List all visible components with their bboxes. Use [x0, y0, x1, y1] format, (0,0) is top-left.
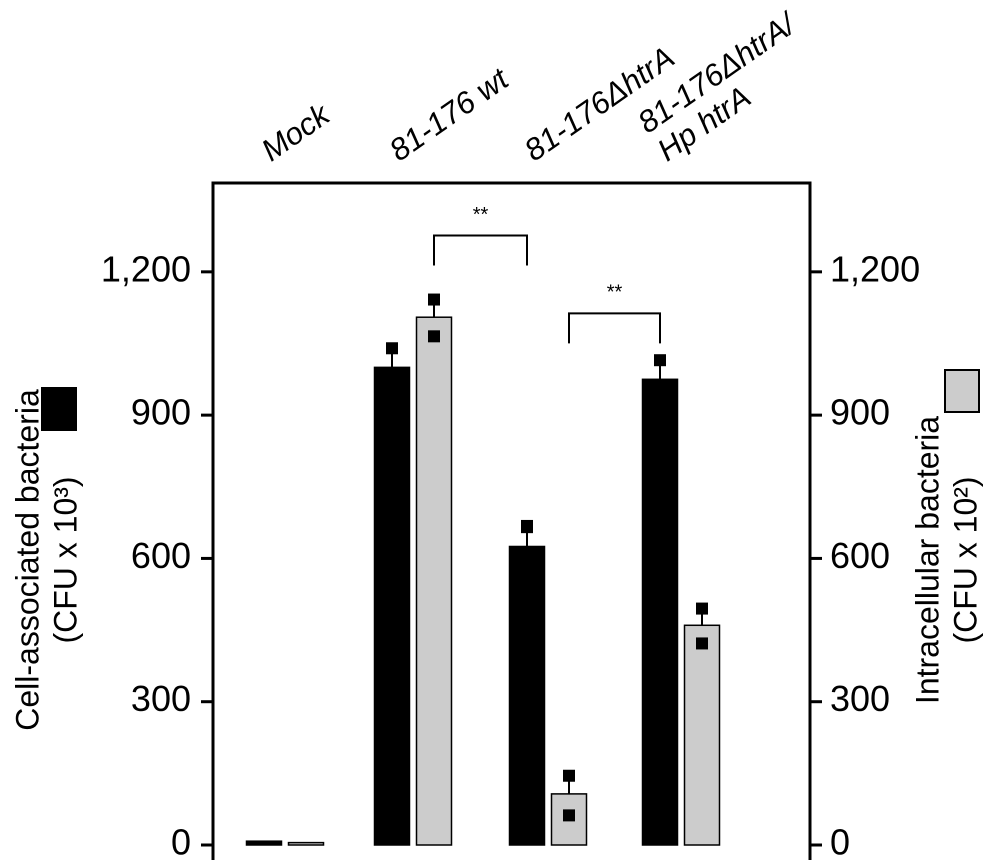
data-point: [654, 354, 666, 367]
y2-tick-label: 900: [830, 392, 890, 433]
data-point: [521, 519, 533, 532]
y-tick-label: 0: [171, 822, 191, 860]
y2-axis-unit: (CFU x 10²): [947, 476, 983, 643]
bar: [245, 840, 283, 846]
y-tick-label: 1,200: [101, 248, 191, 289]
bar: [508, 545, 546, 846]
data-point: [386, 342, 398, 355]
bar: [287, 841, 325, 846]
y-axis-unit: (CFU x 10³): [47, 476, 83, 643]
significance-label: **: [607, 282, 623, 304]
bar: [415, 316, 453, 846]
y2-tick-label: 300: [830, 678, 890, 719]
y-axis-title: Cell-associated bacteria: [9, 389, 45, 731]
data-point: [696, 602, 708, 615]
data-point: [563, 769, 575, 782]
significance-bracket: [568, 312, 661, 344]
significance-label: **: [473, 204, 489, 226]
bar: [683, 624, 721, 846]
bar: [641, 378, 679, 846]
data-point: [428, 330, 440, 343]
y2-tick-label: 0: [830, 822, 850, 860]
bar: [373, 366, 411, 846]
y2-tick-label: 1,200: [830, 248, 920, 289]
y-tick-label: 600: [131, 535, 191, 576]
data-point: [428, 293, 440, 306]
y-tick-label: 900: [131, 392, 191, 433]
plot-frame: [211, 181, 812, 860]
y-axis-label: Cell-associated bacteria (CFU x 10³): [9, 389, 83, 731]
legend-swatch: [41, 387, 77, 431]
y2-axis-title: Intracellular bacteria: [909, 416, 945, 704]
y-tick-label: 300: [131, 678, 191, 719]
data-point: [563, 809, 575, 822]
y2-tick-label: 600: [830, 535, 890, 576]
legend-swatch: [944, 369, 980, 413]
significance-bracket: [433, 234, 528, 266]
y2-axis-label: Intracellular bacteria (CFU x 10²): [909, 416, 983, 704]
data-point: [696, 637, 708, 650]
